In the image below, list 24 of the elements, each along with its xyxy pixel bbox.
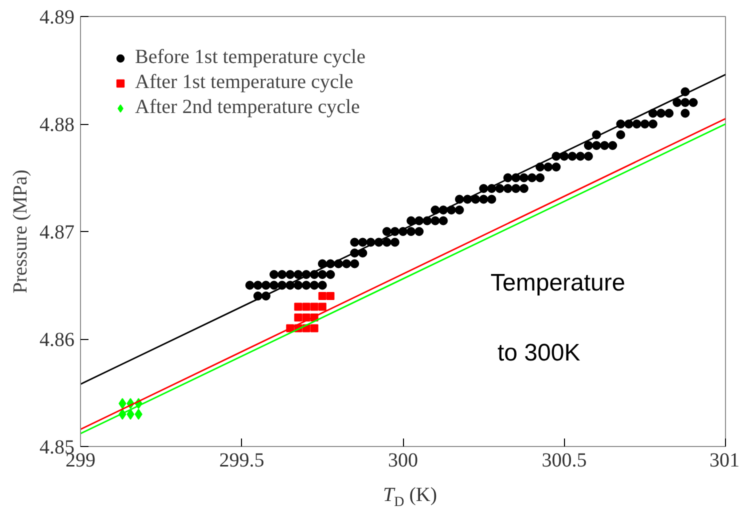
point [118,398,126,409]
point [310,302,318,311]
x-axis-title: T$_{D}$ (K) [382,484,438,512]
annotation: to 300K [498,340,580,366]
point [318,292,326,300]
point [310,324,318,332]
x-tick-label: 300 [388,450,418,472]
point [326,292,334,300]
y-tick-label: 4.89 [40,6,74,28]
legend-label: Before 1st temperature cycle [135,46,366,69]
x-tick-label: 301 [710,450,739,472]
point [294,314,302,322]
x-tick-label: 300.5 [542,450,587,472]
annotation: Temperature [490,270,626,296]
y-axis-title: Pressure (MPa) [10,170,32,294]
y-tick-label: 4.87 [40,222,74,244]
point [302,302,310,311]
y-tick-label: 4.88 [40,114,74,136]
legend-label: After 1st temperature cycle [135,71,354,94]
point [318,302,326,311]
point [294,302,302,311]
y-tick-label: 4.86 [40,329,74,351]
legend-label: After 2nd temperature cycle [135,96,360,119]
x-tick-label: 299.5 [219,450,264,472]
